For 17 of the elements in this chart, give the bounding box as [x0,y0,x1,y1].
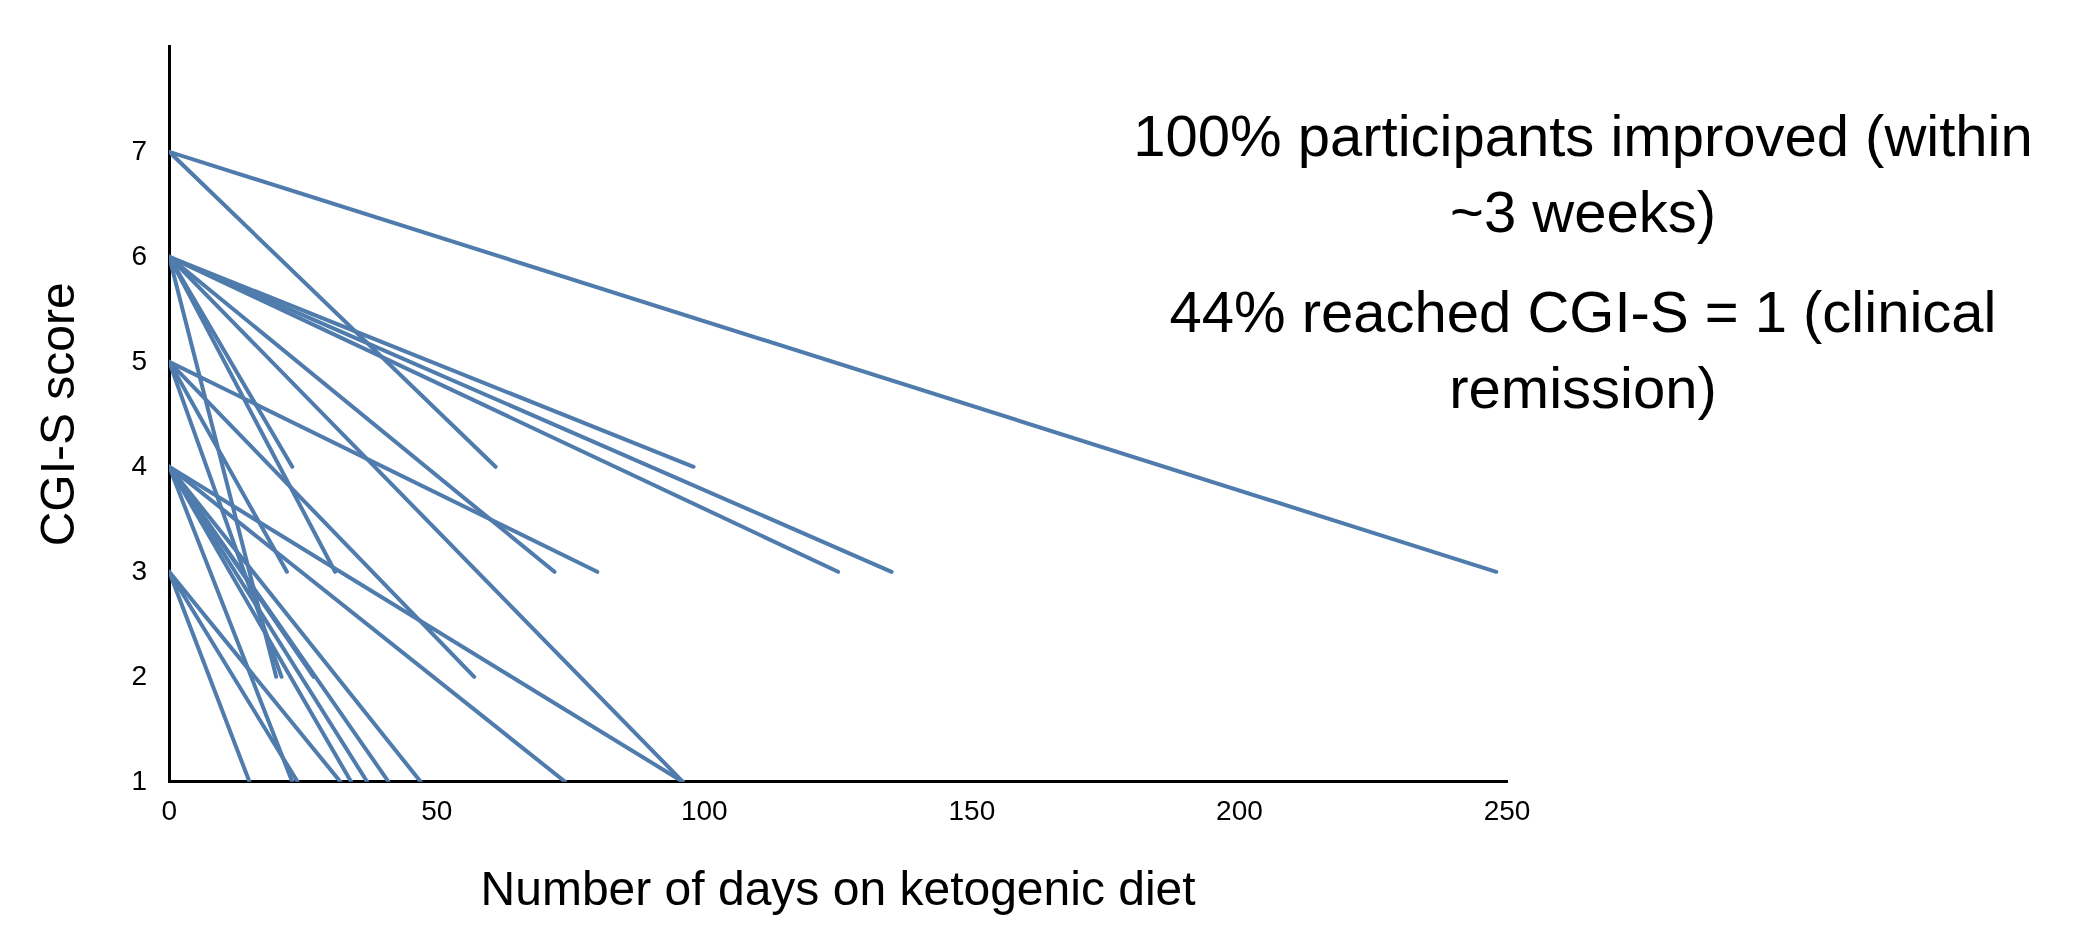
x-tick-label: 50 [421,795,453,827]
y-tick-label: 1 [131,764,148,796]
y-tick-label: 4 [131,449,148,481]
y-axis-title: CGI-S score [31,282,85,547]
y-tick-label: 3 [131,554,148,586]
y-tick-label: 6 [131,239,148,271]
x-tick-label: 150 [948,795,996,827]
x-tick-label: 250 [1483,795,1531,827]
x-tick-label: 100 [680,795,728,827]
x-tick-label: 0 [161,795,177,827]
annotation: 44% reached CGI-S = 1 (clinical remission) [1168,278,1998,422]
y-tick-label: 2 [131,659,148,691]
x-tick-label: 200 [1216,795,1263,827]
y-tick-label: 7 [131,134,148,166]
y-tick-label: 5 [131,344,148,376]
annotation: 100% participants improved (within ~3 weeks) [1132,102,2034,246]
x-axis-title: Number of days on ketogenic diet [480,862,1196,916]
